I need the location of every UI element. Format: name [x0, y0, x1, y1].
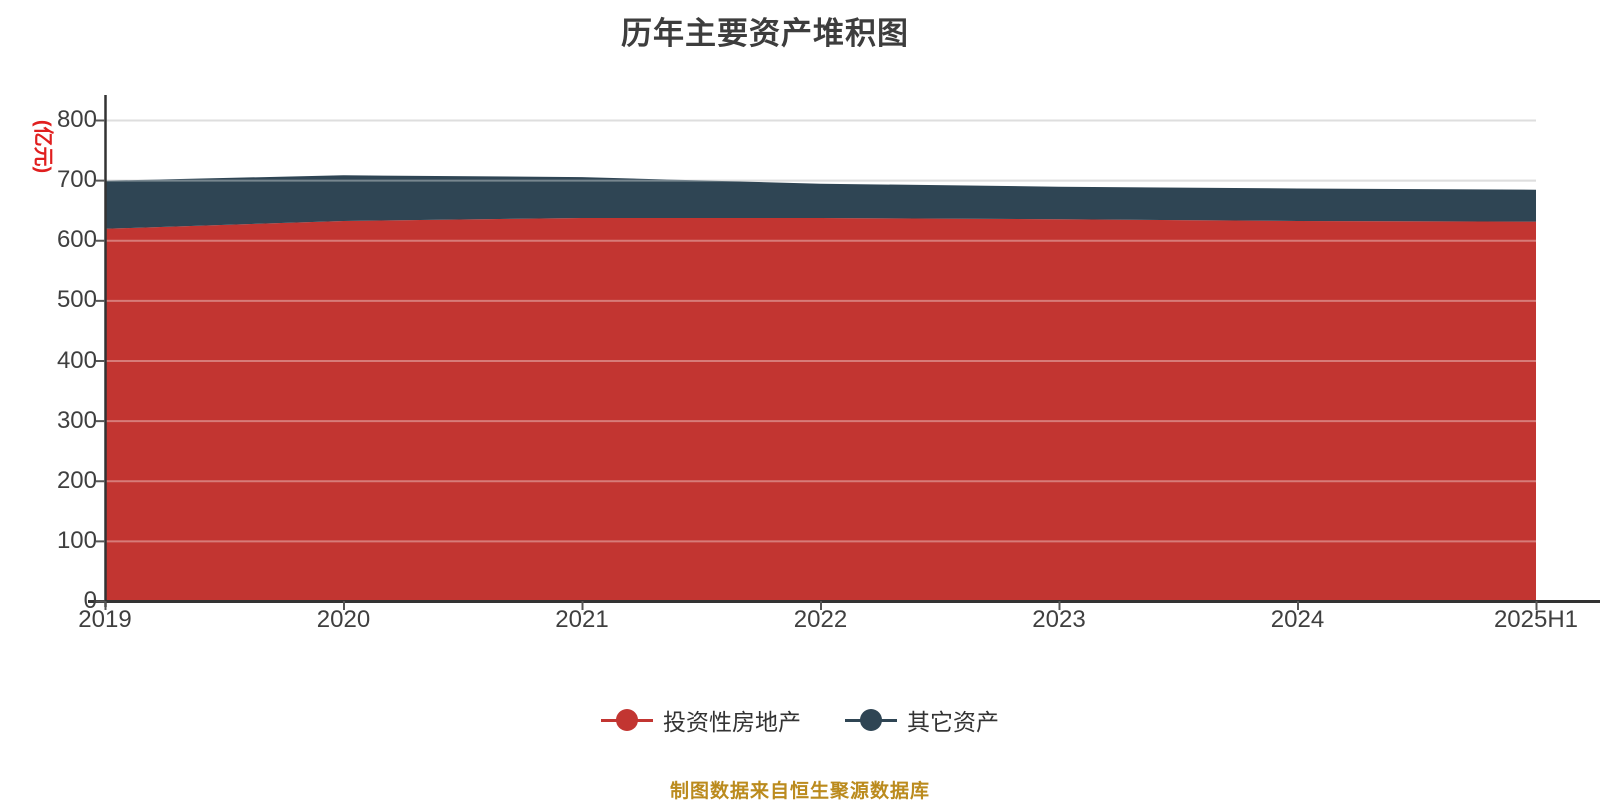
x-axis-tick-label: 2021 — [555, 606, 609, 633]
area-series-other-assets — [105, 175, 1536, 229]
data-source-note: 制图数据来自恒生聚源数据库 — [669, 781, 930, 800]
y-axis-tick-label: 300 — [56, 406, 97, 434]
y-axis-tick-label: 700 — [56, 166, 97, 194]
x-axis-tick-label: 2019 — [78, 606, 132, 633]
y-axis-tick-label: 600 — [56, 226, 97, 254]
y-axis-tick-label: 200 — [56, 466, 97, 494]
legend-label: 其它资产 — [907, 709, 999, 735]
x-axis-tick-label: 2020 — [316, 606, 371, 633]
area-series-investment-property — [105, 218, 1536, 601]
legend-item-other-assets[interactable]: 其它资产 — [845, 703, 999, 737]
legend-item-investment-property[interactable]: 投资性房地产 — [601, 703, 801, 737]
legend-marker-red-icon — [601, 708, 653, 732]
y-axis-tick-label: 0 — [83, 587, 97, 614]
y-axis-tick-label: 500 — [56, 286, 97, 314]
x-axis-tick-label: 2023 — [1032, 606, 1086, 633]
chart-legend: 投资性房地产 其它资产 — [0, 700, 1600, 740]
legend-label: 投资性房地产 — [663, 709, 801, 735]
legend-marker-blue-icon — [845, 708, 897, 732]
chart-title: 历年主要资产堆积图 — [621, 16, 909, 51]
y-axis-tick-label: 800 — [56, 106, 97, 133]
y-axis-tick-label: 100 — [56, 526, 97, 554]
x-axis-tick-label: 2022 — [793, 606, 848, 633]
y-axis-tick-label: 400 — [56, 346, 97, 374]
x-axis-tick-label: 2025H1 — [1493, 606, 1579, 633]
x-axis-tick-label: 2024 — [1270, 606, 1325, 633]
